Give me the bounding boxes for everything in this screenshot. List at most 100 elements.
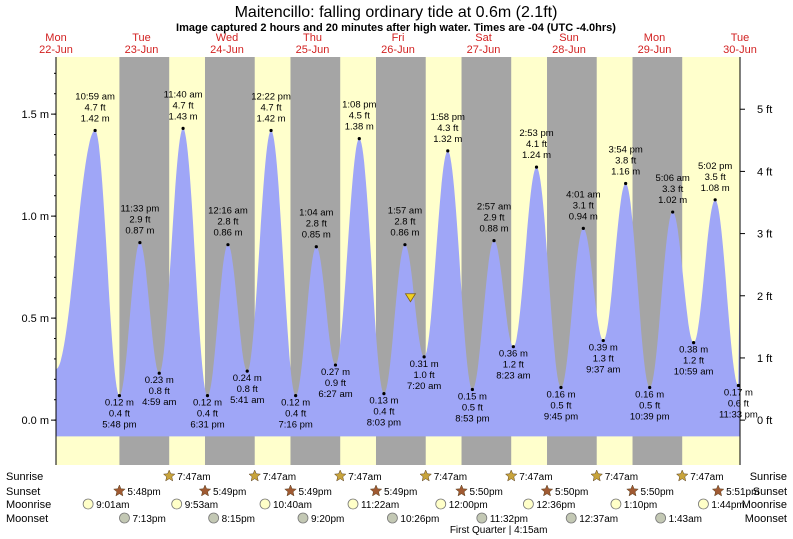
ft-tick-label: 1 ft [757,353,772,365]
y-tick-label: 0.0 m [21,415,49,427]
sunset-time: 5:49pm [298,487,331,498]
sunset-icon [540,484,554,497]
day-date: 30-Jun [723,44,757,56]
ft-tick-label: 2 ft [757,291,772,303]
tide-label: 8:03 pm [367,418,401,429]
tide-label: 0.87 m [125,226,154,237]
day-date: 23-Jun [125,44,159,56]
tide-point [333,363,338,367]
day-date: 25-Jun [296,44,330,56]
moonset-icon [297,512,309,524]
tide-label: 1.2 ft [503,360,524,371]
tide-label: 0.5 ft [462,403,483,414]
tide-label: 1:58 pm [431,112,465,123]
moonrise-time: 1:10pm [624,500,657,511]
tide-label: 0.24 m [233,373,262,384]
tide-label: 7:20 am [407,381,441,392]
tide-label: 4:59 am [142,397,176,408]
moonrise-time: 11:22am [361,500,399,511]
tide-label: 10:39 pm [630,411,670,422]
tide-label: 11:33 pm [120,204,159,215]
tide-label: 0.8 ft [149,386,170,397]
sunrise-time: 7:47am [434,472,467,483]
ft-tick-label: 3 ft [757,229,772,241]
tide-label: 7:16 pm [278,420,312,431]
tide-curve-area [56,128,740,437]
tide-point [492,239,496,243]
tide-label: 0.31 m [410,359,439,370]
tide-label: 1.02 m [658,195,687,206]
tide-point [601,338,605,343]
tide-label: 4.1 ft [526,139,547,150]
sunset-time: 5:50pm [470,487,503,498]
tide-label: 4.5 ft [349,111,370,122]
tide-label: 3:54 pm [608,144,642,155]
tide-label: 1.08 m [701,183,730,194]
moonset-icon [476,512,488,524]
moonset-time: 11:32pm [490,514,528,525]
sunrise-icon [419,469,433,482]
tide-label: 6:31 pm [190,420,224,431]
moonrise-icon [259,498,271,510]
tide-label: 2.9 ft [483,213,504,224]
tide-point [181,126,185,130]
sunset-time: 5:51pm [726,487,759,498]
tide-point [117,394,122,398]
moonset-icon [565,512,577,524]
sunrise-time: 7:47am [177,472,210,483]
tide-point [382,392,386,396]
tide-label: 0.85 m [302,230,331,241]
day-name: Mon [644,32,665,44]
tide-label: 1.42 m [257,113,286,124]
tide-label: 0.4 ft [373,407,394,418]
y-tick-label: 1.0 m [21,211,49,223]
moonrise-row-label-left: Moonrise [6,499,51,511]
sunset-row-label-left: Sunset [6,486,40,498]
tide-label: 0.4 ft [285,409,306,420]
tide-label: 4.7 ft [85,102,106,113]
sunset-time: 5:49pm [384,487,417,498]
tide-label: 0.4 ft [197,409,218,420]
moonset-row-label-left: Moonset [6,513,48,525]
tide-label: 11:33 pm [719,409,758,420]
sunset-icon [455,484,468,497]
tide-label: 9:37 am [586,365,620,376]
day-name: Wed [216,32,238,44]
day-name: Thu [303,32,322,44]
moonrise-time: 10:40am [273,500,312,511]
tide-label: 1.42 m [81,113,110,124]
moonrise-icon [698,498,709,510]
moonrise-icon [347,498,359,510]
tide-label: 3.8 ft [615,155,636,166]
tide-label: 0.16 m [635,389,664,400]
tide-label: 1.38 m [345,122,374,133]
moonset-time: 1:43am [669,514,702,525]
moonrise-icon [435,498,447,510]
tide-label: 3.1 ft [573,200,594,211]
tide-point [157,371,161,375]
tide-point [314,245,318,249]
tide-label: 1.43 m [169,111,198,122]
moonset-time: 12:37am [579,514,618,525]
sunrise-row-label-right: Sunrise [750,471,787,483]
tide-point [736,383,740,388]
tide-point [422,355,426,359]
tide-point [534,165,539,169]
day-date: 26-Jun [381,44,415,56]
tide-label: 0.13 m [369,396,398,407]
tide-label: 0.15 m [458,392,487,403]
tide-label: 0.36 m [499,349,528,360]
tide-label: 1:57 am [388,206,422,217]
tide-label: 9:45 pm [544,411,578,422]
sunrise-time: 7:47am [263,472,296,483]
sunrise-time: 7:47am [348,472,381,483]
tide-label: 1.0 ft [414,370,435,381]
tide-label: 0.12 m [193,398,222,409]
tide-label: 8:53 pm [455,414,489,425]
moonrise-time: 12:00pm [449,500,488,511]
sunrise-icon [675,469,689,482]
moon-phase-label: First Quarter | 4:15am [450,525,548,536]
day-name: Tue [731,32,750,44]
moonset-icon [119,512,130,524]
tide-label: 0.4 ft [109,409,130,420]
